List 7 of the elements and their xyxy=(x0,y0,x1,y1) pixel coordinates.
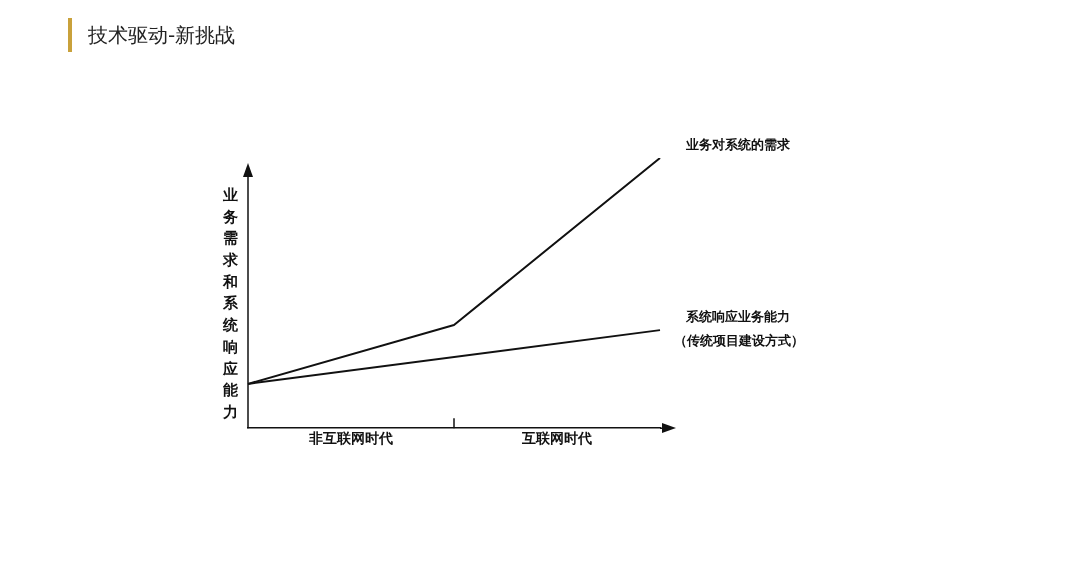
x-tick-label: 非互联网时代 xyxy=(308,430,393,447)
chart-title: 技术驱动-新挑战 xyxy=(88,22,236,49)
x-tick-label: 互联网时代 xyxy=(521,430,592,447)
text: 业务需求和系统响应能力 xyxy=(222,185,238,422)
text: 业务对系统的需求 xyxy=(685,137,791,153)
text: （传统项目建设方式） xyxy=(674,333,804,349)
text: 系统响应业务能力 xyxy=(685,309,790,325)
